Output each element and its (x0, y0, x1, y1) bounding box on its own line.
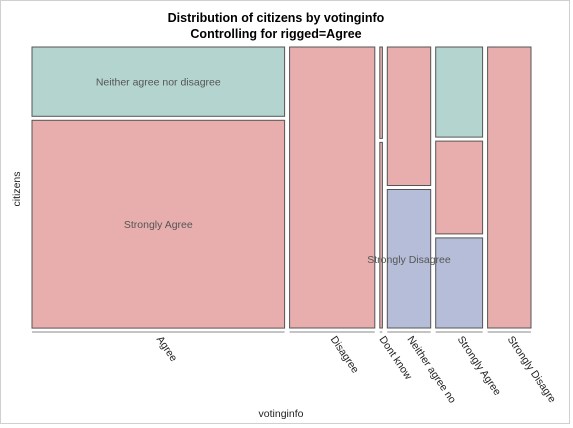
mosaic-cell (435, 140, 484, 235)
mosaic-cell (435, 237, 484, 329)
mosaic-cell (435, 46, 484, 138)
mosaic-cell (31, 46, 286, 117)
mosaic-cell (386, 46, 432, 186)
mosaic-cell (487, 46, 532, 329)
chart-title: Distribution of citizens by votinginfo (168, 11, 385, 25)
cell-label: Strongly Disagree (367, 254, 451, 266)
y-axis-label: citizens (11, 171, 23, 206)
x-tick-label: Neither agree no (405, 334, 459, 406)
x-axis-label: votinginfo (259, 408, 304, 420)
chart-subtitle: Controlling for rigged=Agree (190, 27, 361, 41)
cell-labels: Neither agree nor disagree Strongly Agree… (96, 77, 451, 266)
x-tick-label: Strongly Agree (455, 334, 504, 398)
mosaic-cell (31, 119, 286, 329)
cell-label: Neither agree nor disagree (96, 77, 221, 89)
mosaic-cell (379, 141, 383, 329)
mosaic-cell (386, 189, 432, 329)
x-tick-label: Agree (154, 334, 180, 364)
x-tick-label: Strongly Disagre (505, 334, 558, 405)
mosaic-cell (379, 46, 383, 139)
cell-label: Strongly Agree (124, 219, 193, 231)
mosaic-cells (31, 46, 532, 329)
x-tick-label: Disagree (328, 334, 362, 376)
mosaic-cell (289, 46, 376, 329)
